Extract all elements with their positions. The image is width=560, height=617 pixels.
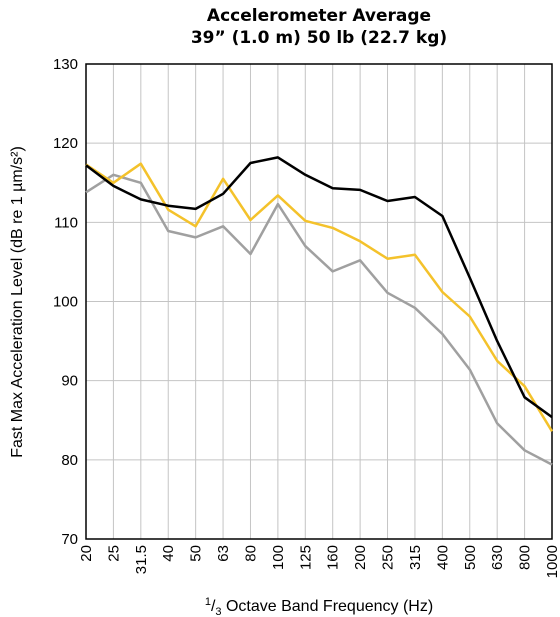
y-tick-label: 100 bbox=[53, 294, 78, 311]
y-tick-label: 130 bbox=[53, 56, 78, 73]
x-tick-label: 500 bbox=[462, 545, 479, 570]
grid-lines bbox=[85, 63, 553, 540]
y-tick-label: 120 bbox=[53, 135, 78, 152]
x-tick-label: 40 bbox=[160, 545, 177, 562]
x-axis-label: 1/3 Octave Band Frequency (Hz) bbox=[205, 596, 433, 617]
x-tick-label: 20 bbox=[78, 545, 95, 562]
y-tick-label: 80 bbox=[61, 452, 78, 469]
x-tick-label: 800 bbox=[517, 545, 534, 570]
x-axis-label-text: Octave Band Frequency (Hz) bbox=[222, 598, 434, 615]
y-tick-label: 110 bbox=[54, 214, 78, 231]
x-tick-label: 160 bbox=[325, 545, 342, 570]
x-tick-label: 31.5 bbox=[133, 545, 150, 574]
y-axis-label: Fast Max Acceleration Level (dB re 1 µm/… bbox=[9, 146, 26, 458]
x-tick-label: 1000 bbox=[544, 545, 560, 578]
x-tick-labels: 20 25 31.5 40 50 63 80 100 125 160 200 250 315 400 500… bbox=[78, 545, 560, 578]
x-tick-label: 200 bbox=[352, 545, 369, 570]
plot-frame bbox=[85, 63, 553, 540]
chart-subtitle: 39” (1.0 m) 50 lb (22.7 kg) bbox=[190, 28, 448, 48]
x-tick-label: 63 bbox=[215, 545, 232, 562]
chart-title: Accelerometer Average bbox=[206, 6, 432, 26]
series-line bbox=[85, 162, 554, 432]
series-lines bbox=[85, 156, 554, 466]
x-tick-label: 80 bbox=[242, 545, 259, 562]
series-line bbox=[85, 156, 553, 419]
x-tick-label: 100 bbox=[270, 545, 287, 570]
y-tick-label: 90 bbox=[61, 373, 78, 390]
x-tick-label: 125 bbox=[297, 545, 314, 570]
x-axis-label-fraction-slash: / bbox=[211, 598, 216, 615]
x-axis-label-fraction-denominator: 3 bbox=[215, 606, 221, 617]
x-tick-label: 250 bbox=[380, 545, 397, 570]
series-line bbox=[85, 173, 553, 466]
x-tick-label: 25 bbox=[105, 545, 122, 562]
y-tick-labels: 70 80 90 100 110 120 130 bbox=[53, 56, 78, 548]
y-tick-label: 70 bbox=[61, 531, 78, 548]
x-tick-label: 630 bbox=[489, 545, 506, 570]
x-tick-label: 50 bbox=[188, 545, 205, 562]
x-axis-label-fraction-numerator: 1 bbox=[205, 596, 211, 608]
x-tick-label: 315 bbox=[407, 545, 424, 570]
x-tick-label: 400 bbox=[434, 545, 451, 570]
